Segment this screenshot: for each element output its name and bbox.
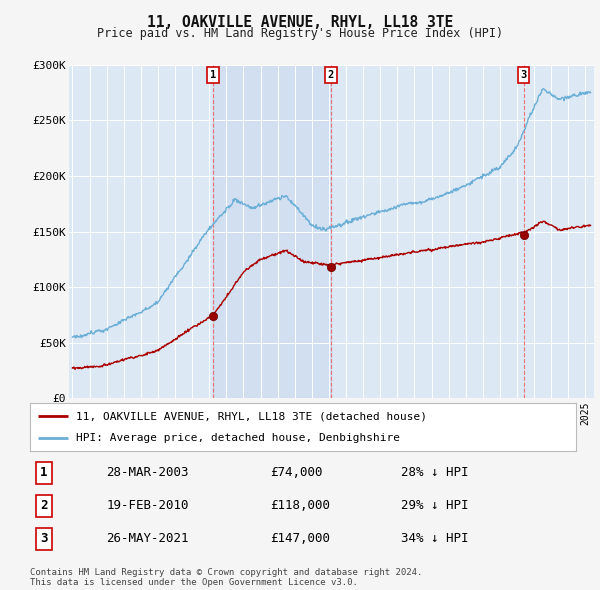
Bar <box>213 65 331 398</box>
Text: 26-MAY-2021: 26-MAY-2021 <box>106 532 189 546</box>
Text: 28-MAR-2003: 28-MAR-2003 <box>106 466 189 480</box>
Text: £118,000: £118,000 <box>270 499 330 513</box>
Text: 19-FEB-2010: 19-FEB-2010 <box>106 499 189 513</box>
Text: 2: 2 <box>328 70 334 80</box>
Text: 1: 1 <box>40 466 47 480</box>
Text: 3: 3 <box>520 70 527 80</box>
Text: 3: 3 <box>40 532 47 546</box>
Text: 1: 1 <box>210 70 216 80</box>
Text: Contains HM Land Registry data © Crown copyright and database right 2024.
This d: Contains HM Land Registry data © Crown c… <box>30 568 422 587</box>
Text: 2: 2 <box>40 499 47 513</box>
Text: 11, OAKVILLE AVENUE, RHYL, LL18 3TE: 11, OAKVILLE AVENUE, RHYL, LL18 3TE <box>147 15 453 30</box>
Text: HPI: Average price, detached house, Denbighshire: HPI: Average price, detached house, Denb… <box>76 433 400 443</box>
Text: Price paid vs. HM Land Registry's House Price Index (HPI): Price paid vs. HM Land Registry's House … <box>97 27 503 40</box>
Text: 11, OAKVILLE AVENUE, RHYL, LL18 3TE (detached house): 11, OAKVILLE AVENUE, RHYL, LL18 3TE (det… <box>76 411 427 421</box>
Text: 34% ↓ HPI: 34% ↓ HPI <box>401 532 469 546</box>
Text: £147,000: £147,000 <box>270 532 330 546</box>
Text: £74,000: £74,000 <box>270 466 323 480</box>
Text: 28% ↓ HPI: 28% ↓ HPI <box>401 466 469 480</box>
Text: 29% ↓ HPI: 29% ↓ HPI <box>401 499 469 513</box>
